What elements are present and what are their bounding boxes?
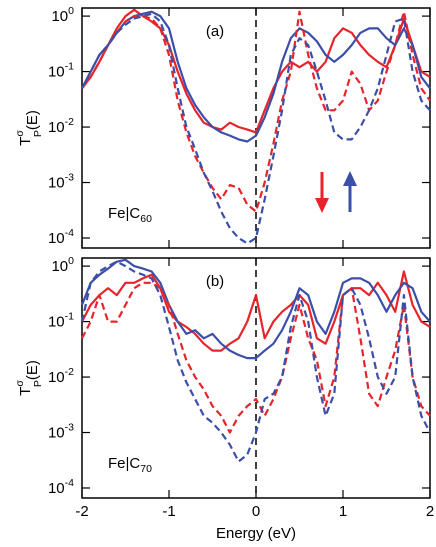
series-line (81, 270, 431, 352)
x-tick-label: 1 (339, 503, 347, 520)
y-axis-label: Tσ​P​(E) (14, 360, 44, 396)
spin-up-head (343, 171, 357, 186)
spin-arrows (315, 171, 357, 213)
y-tick-label: 10-2​ (48, 366, 74, 386)
series-line (81, 12, 431, 245)
y-tick-label: 100​ (51, 255, 74, 275)
annotation: Fe|C70​ (108, 455, 152, 475)
y-tick-label: 10-3​ (48, 422, 74, 442)
panels: 100​ 10-1​ 10-2​ 10-3​ 10-4​ (a) Fe|C60​ Tσ​P​(… (14, 5, 434, 542)
annotation: Fe|C60​ (108, 205, 152, 225)
y-tick-label: 10-1​ (48, 61, 74, 81)
y-tick-label: 10-4​ (48, 477, 74, 497)
x-tick-label: 2 (426, 503, 434, 520)
x-tick-label: -2 (75, 503, 88, 520)
series-line (80, 258, 431, 360)
panel-label: (a) (206, 23, 224, 40)
x-tick-label: -1 (162, 503, 175, 520)
x-axis-label: Energy (eV) (216, 525, 296, 542)
spin-down-head (315, 198, 329, 213)
series-line (80, 260, 431, 463)
y-tick-label: 10-4​ (48, 227, 74, 247)
y-axis-label: Tσ​P​(E) (14, 110, 44, 146)
series-line (81, 10, 431, 143)
y-tick-label: 10-3​ (48, 172, 74, 192)
panel-label: (b) (206, 273, 224, 290)
series-line (81, 281, 431, 434)
y-tick-label: 100​ (51, 5, 74, 25)
y-tick-label: 10-1​ (48, 311, 74, 331)
y-tick-label: 10-2​ (48, 116, 74, 136)
x-tick-label: 0 (252, 503, 260, 520)
